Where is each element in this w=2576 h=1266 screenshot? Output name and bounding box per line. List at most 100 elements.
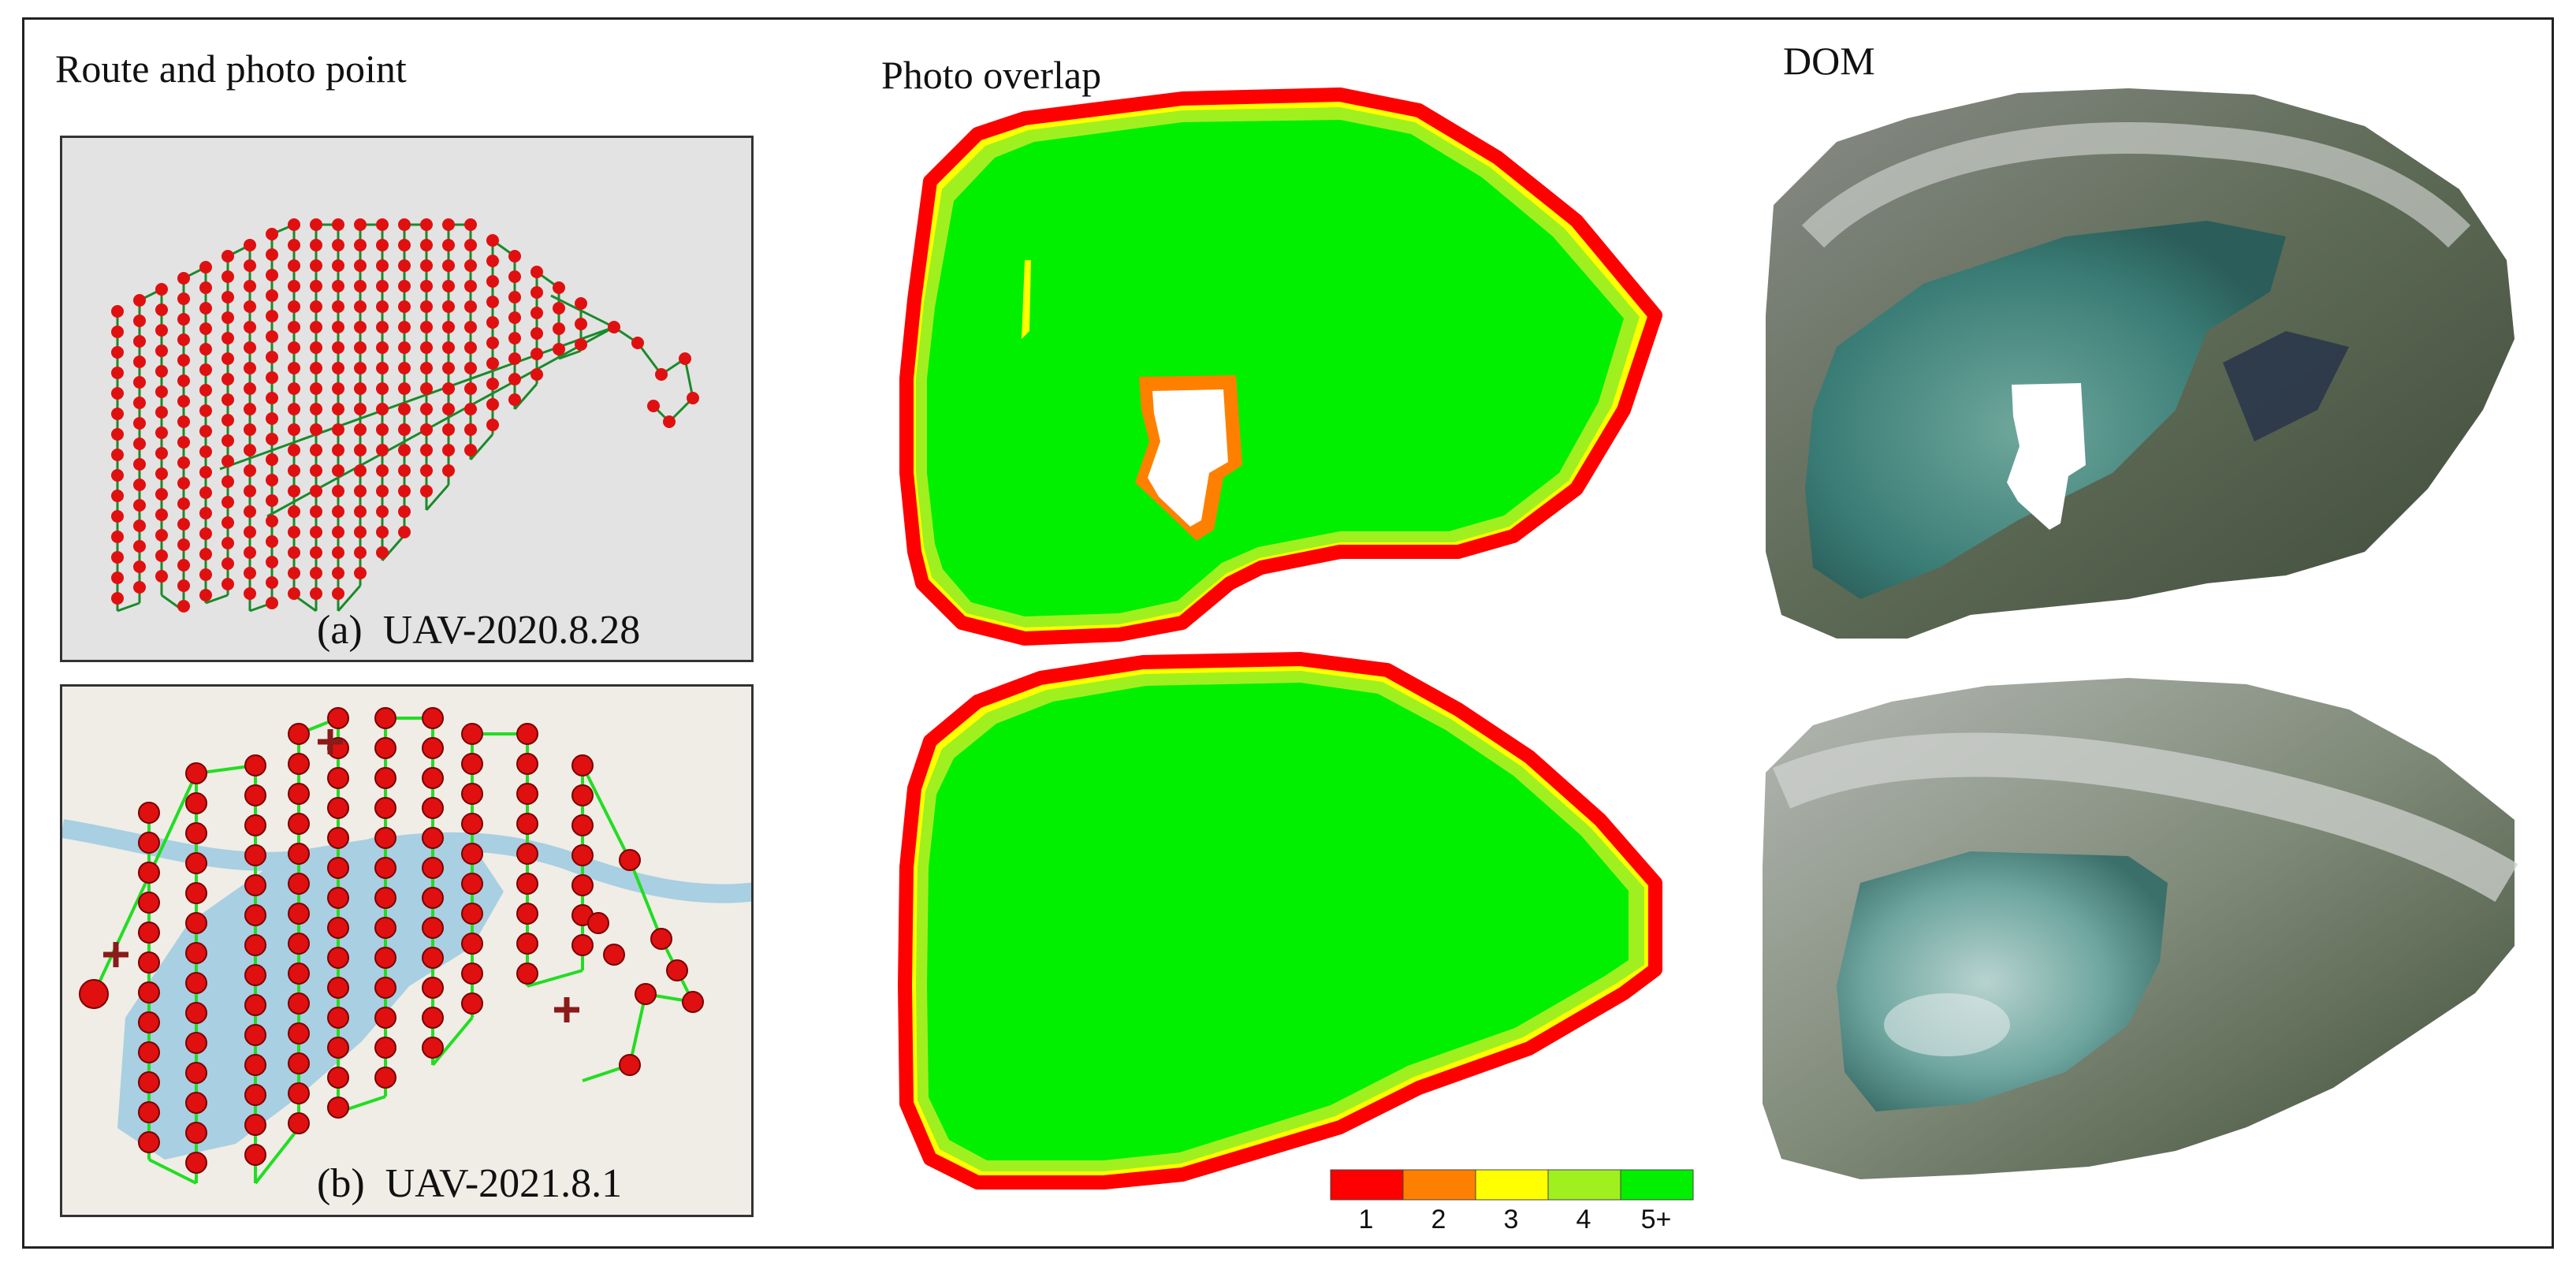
photo-point <box>111 510 124 523</box>
photo-point <box>420 423 433 436</box>
photo-point <box>199 302 212 315</box>
photo-point <box>398 403 411 415</box>
photo-point <box>185 1152 207 1174</box>
photo-point <box>177 477 190 490</box>
photo-point <box>327 977 349 999</box>
photo-point <box>682 991 704 1013</box>
panel-b-label: (b) <box>317 1161 365 1206</box>
photo-point <box>442 341 455 354</box>
photo-point <box>288 485 300 497</box>
photo-point <box>111 490 124 502</box>
photo-point <box>332 546 344 559</box>
photo-point <box>354 505 367 518</box>
photo-point <box>288 218 300 231</box>
photo-point <box>111 551 124 564</box>
photo-point <box>398 218 411 231</box>
photo-point <box>288 843 310 865</box>
photo-point <box>332 341 344 354</box>
photo-point <box>442 239 455 251</box>
photo-point <box>508 311 521 324</box>
photo-point <box>354 444 367 456</box>
photo-point <box>185 1092 207 1114</box>
photo-point <box>442 259 455 272</box>
photo-point <box>442 280 455 292</box>
photo-point <box>177 518 190 531</box>
photo-point <box>666 959 688 981</box>
photo-point <box>155 324 168 337</box>
photo-point <box>374 827 396 849</box>
photo-point <box>398 464 411 477</box>
photo-point <box>310 546 322 559</box>
photo-point <box>461 903 483 925</box>
photo-point <box>464 362 477 374</box>
photo-point <box>310 485 322 497</box>
photo-point <box>266 597 278 609</box>
photo-point <box>221 373 234 385</box>
photo-point <box>332 485 344 497</box>
photo-point <box>133 438 146 450</box>
photo-point <box>420 485 433 497</box>
photo-point <box>111 469 124 482</box>
photo-point <box>327 1007 349 1029</box>
photo-point <box>288 341 300 354</box>
photo-point <box>420 218 433 231</box>
photo-point <box>327 1097 349 1119</box>
photo-point <box>332 362 344 374</box>
photo-point <box>185 1032 207 1054</box>
photo-point <box>376 382 389 395</box>
photo-point <box>332 280 344 292</box>
photo-point <box>199 507 212 519</box>
photo-point <box>199 527 212 540</box>
photo-point <box>138 802 160 824</box>
photo-point <box>288 723 310 745</box>
photo-point <box>177 600 190 613</box>
photo-point <box>374 857 396 879</box>
photo-point <box>374 917 396 939</box>
photo-point <box>398 485 411 497</box>
photo-point <box>288 1082 310 1104</box>
photo-point <box>327 767 349 789</box>
photo-point <box>575 318 587 330</box>
photo-point <box>244 934 266 956</box>
photo-point <box>332 239 344 251</box>
photo-point <box>199 425 212 438</box>
photo-point <box>133 499 146 512</box>
photo-point <box>288 546 300 559</box>
photo-point <box>177 579 190 592</box>
photo-point <box>442 300 455 313</box>
photo-point <box>376 341 389 354</box>
photo-point <box>374 767 396 789</box>
photo-point <box>486 275 499 288</box>
photo-point <box>619 1054 641 1076</box>
photo-point <box>516 903 538 925</box>
photo-point <box>530 368 543 381</box>
photo-point <box>332 567 344 579</box>
photo-point <box>244 485 256 497</box>
photo-point <box>288 526 300 538</box>
photo-point <box>266 515 278 527</box>
photo-point <box>332 218 344 231</box>
photo-point <box>133 356 146 368</box>
photo-point <box>464 321 477 333</box>
photo-point <box>185 882 207 904</box>
photo-point <box>266 310 278 322</box>
photo-point <box>530 266 543 278</box>
photo-point <box>111 592 124 605</box>
legend-label: 4 <box>1576 1205 1591 1234</box>
photo-point <box>376 505 389 518</box>
photo-point <box>133 397 146 409</box>
photo-point <box>310 382 322 395</box>
photo-point <box>138 892 160 914</box>
photo-point <box>376 546 389 559</box>
photo-point <box>571 754 594 776</box>
photo-point <box>288 505 300 518</box>
photo-point <box>354 546 367 559</box>
photo-point <box>354 464 367 477</box>
photo-point <box>288 423 300 436</box>
photo-point <box>221 434 234 447</box>
photo-point <box>327 857 349 879</box>
photo-point <box>575 297 587 310</box>
legend-swatch <box>1330 1169 1404 1201</box>
photo-point <box>310 300 322 313</box>
